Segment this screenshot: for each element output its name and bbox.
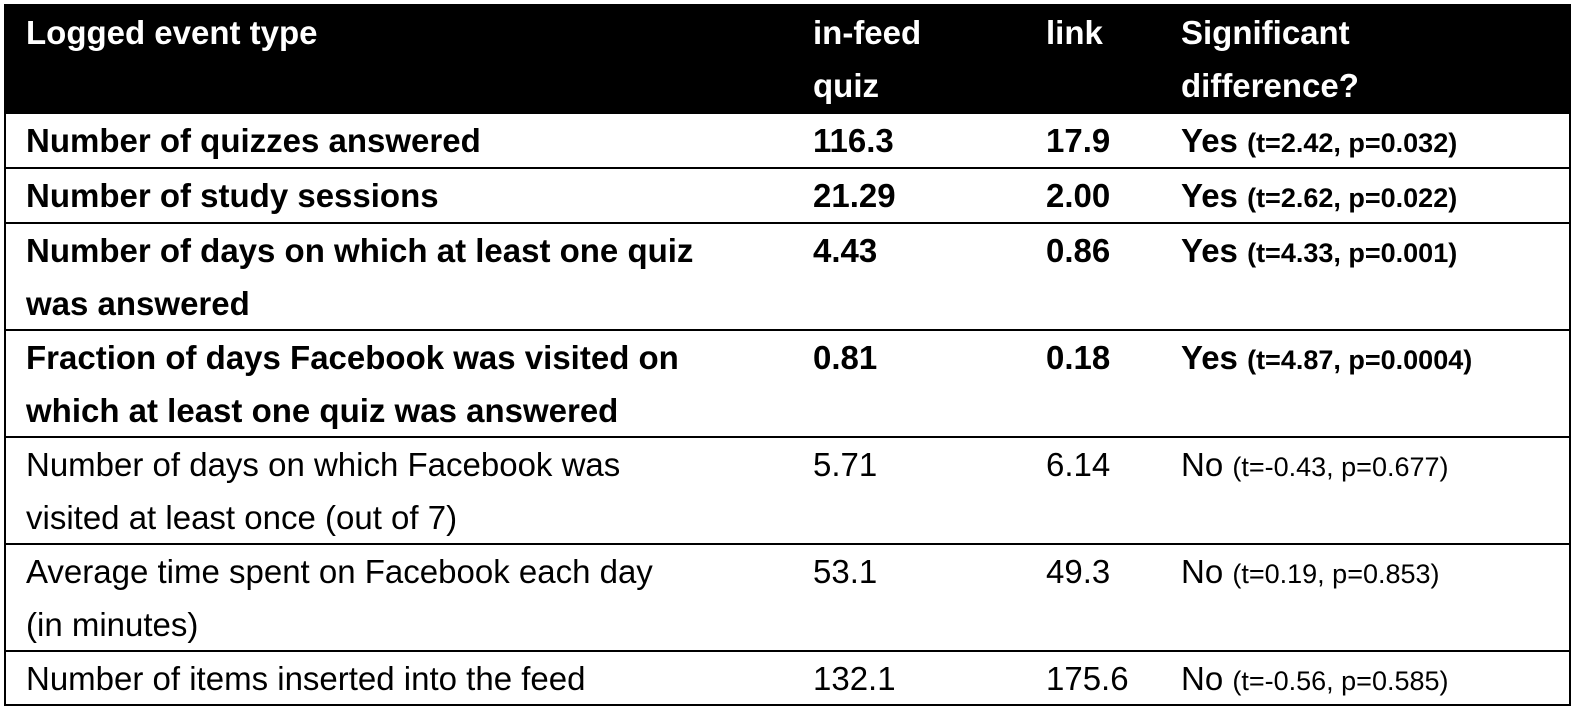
event-type-label: Number of study sessions: [26, 169, 806, 222]
significance-cell: No (t=0.19, p=0.853): [1181, 545, 1440, 601]
significance-cell: No (t=-0.56, p=0.585): [1181, 652, 1449, 708]
table-row: Number of days on which Facebook was visi…: [6, 438, 1569, 545]
in-feed-value: 21.29: [813, 177, 896, 214]
significance-statistic: (t=-0.56, p=0.585): [1232, 666, 1449, 696]
table-row: Number of days on which at least one qui…: [6, 224, 1569, 331]
significance-cell: Yes (t=2.42, p=0.032): [1181, 114, 1457, 170]
table-row: Number of quizzes answered 116.3 17.9 Yes (…: [6, 114, 1569, 169]
header-link: link: [1046, 14, 1103, 51]
link-value: 6.14: [1046, 446, 1111, 483]
header-significant-difference: Significant difference?: [1181, 6, 1359, 112]
significance-statistic: (t=0.19, p=0.853): [1232, 559, 1440, 589]
in-feed-value: 53.1: [813, 553, 878, 590]
event-type-label-line: (in minutes): [26, 606, 199, 643]
event-type-label-line: visited at least once (out of 7): [26, 499, 458, 536]
event-type-label: Number of quizzes answered: [26, 114, 806, 167]
significance-cell: Yes (t=4.87, p=0.0004): [1181, 331, 1472, 387]
event-type-label-line: Number of days on which Facebook was: [26, 446, 621, 483]
significance-statistic: (t=-0.43, p=0.677): [1232, 452, 1449, 482]
results-table: Logged event type in-feed quiz link Sign…: [4, 4, 1571, 706]
significance-cell: No (t=-0.43, p=0.677): [1181, 438, 1449, 494]
table-row: Number of items inserted into the feed 13…: [6, 652, 1569, 704]
in-feed-value: 0.81: [813, 339, 878, 376]
significance-statistic: (t=4.33, p=0.001): [1247, 238, 1458, 268]
significance-answer: No: [1181, 660, 1224, 697]
event-type-label-line: Number of quizzes answered: [26, 122, 481, 159]
table-row: Fraction of days Facebook was visited on…: [6, 331, 1569, 438]
event-type-label-line: Average time spent on Facebook each day: [26, 553, 653, 590]
event-type-label: Number of days on which Facebook was visi…: [26, 438, 806, 544]
link-value: 0.18: [1046, 339, 1111, 376]
event-type-label-line: Number of study sessions: [26, 177, 439, 214]
significance-cell: Yes (t=4.33, p=0.001): [1181, 224, 1457, 280]
header-in-feed-quiz: in-feed quiz: [813, 6, 921, 112]
event-type-label-line: Fraction of days Facebook was visited on: [26, 339, 679, 376]
significance-statistic: (t=2.42, p=0.032): [1247, 128, 1458, 158]
significance-answer: No: [1181, 553, 1224, 590]
significance-answer: Yes: [1181, 177, 1238, 214]
significance-statistic: (t=2.62, p=0.022): [1247, 183, 1458, 213]
table-row: Average time spent on Facebook each day (…: [6, 545, 1569, 652]
event-type-label-line: Number of days on which at least one qui…: [26, 232, 694, 269]
significance-answer: No: [1181, 446, 1224, 483]
event-type-label: Number of items inserted into the feed: [26, 652, 806, 705]
link-value: 2.00: [1046, 177, 1111, 214]
table-row: Number of study sessions 21.29 2.00 Yes (t=…: [6, 169, 1569, 224]
in-feed-value: 5.71: [813, 446, 878, 483]
event-type-label-line: was answered: [26, 285, 250, 322]
in-feed-value: 116.3: [813, 122, 894, 159]
link-value: 175.6: [1046, 660, 1129, 697]
in-feed-value: 4.43: [813, 232, 878, 269]
event-type-label-line: Number of items inserted into the feed: [26, 660, 586, 697]
in-feed-value: 132.1: [813, 660, 896, 697]
header-event-type: Logged event type: [26, 14, 318, 51]
significance-answer: Yes: [1181, 339, 1238, 376]
link-value: 49.3: [1046, 553, 1111, 590]
event-type-label: Average time spent on Facebook each day (…: [26, 545, 806, 651]
link-value: 0.86: [1046, 232, 1111, 269]
event-type-label-line: which at least one quiz was answered: [26, 392, 619, 429]
event-type-label: Number of days on which at least one qui…: [26, 224, 806, 330]
significance-answer: Yes: [1181, 232, 1238, 269]
significance-answer: Yes: [1181, 122, 1238, 159]
event-type-label: Fraction of days Facebook was visited on…: [26, 331, 806, 437]
header-in-feed-line2: quiz: [813, 67, 879, 104]
link-value: 17.9: [1046, 122, 1111, 159]
significance-cell: Yes (t=2.62, p=0.022): [1181, 169, 1457, 225]
header-sig-line1: Significant: [1181, 14, 1350, 51]
header-sig-line2: difference?: [1181, 67, 1359, 104]
table-header-row: Logged event type in-feed quiz link Sign…: [6, 6, 1569, 114]
header-in-feed-line1: in-feed: [813, 14, 922, 51]
significance-statistic: (t=4.87, p=0.0004): [1247, 345, 1473, 375]
